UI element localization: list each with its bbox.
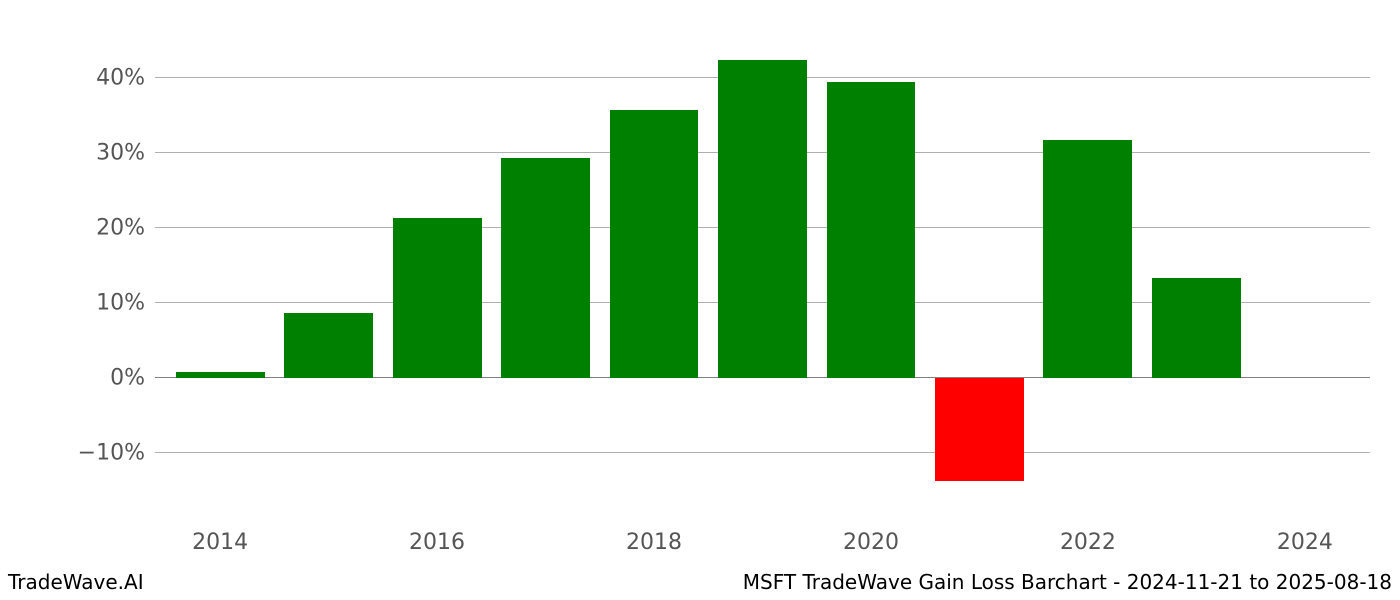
plot-area: −10%0%10%20%30%40%2014201620182020202220…	[155, 40, 1370, 520]
bar	[1043, 140, 1132, 378]
gridline	[155, 452, 1370, 453]
x-tick-label: 2024	[1277, 520, 1333, 555]
bar	[935, 378, 1024, 482]
x-tick-label: 2016	[409, 520, 465, 555]
bar	[176, 372, 265, 377]
bar	[827, 82, 916, 378]
footer-left-text: TradeWave.AI	[8, 570, 144, 594]
bar	[610, 110, 699, 378]
footer-right-text: MSFT TradeWave Gain Loss Barchart - 2024…	[743, 570, 1392, 594]
bar	[284, 313, 373, 378]
y-tick-label: 10%	[96, 290, 155, 315]
y-tick-label: 30%	[96, 140, 155, 165]
x-tick-label: 2020	[843, 520, 899, 555]
y-tick-label: −10%	[78, 440, 155, 465]
bar	[1152, 278, 1241, 378]
y-tick-label: 0%	[110, 365, 155, 390]
x-tick-label: 2018	[626, 520, 682, 555]
x-tick-label: 2022	[1060, 520, 1116, 555]
x-tick-label: 2014	[192, 520, 248, 555]
bar	[393, 218, 482, 378]
y-tick-label: 20%	[96, 215, 155, 240]
bar	[501, 158, 590, 378]
y-tick-label: 40%	[96, 65, 155, 90]
figure: −10% 0% 10% 20% 30% 40% 2014 2016 2018 2020 2022 20…	[0, 0, 1400, 600]
bar	[718, 60, 807, 378]
